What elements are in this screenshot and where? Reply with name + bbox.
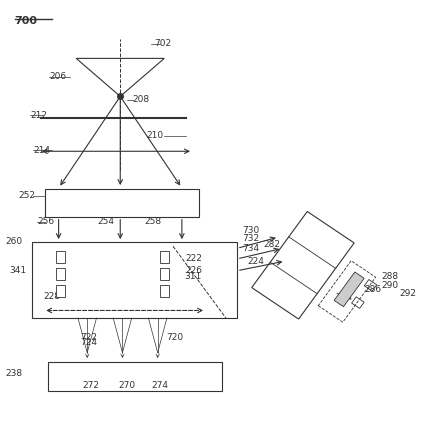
- Text: 226: 226: [186, 266, 202, 275]
- Bar: [47, 362, 222, 391]
- Text: 254: 254: [97, 217, 114, 226]
- Text: 210: 210: [147, 131, 164, 140]
- Text: 722: 722: [80, 332, 97, 342]
- Bar: [46, 189, 199, 217]
- Text: 282: 282: [263, 240, 280, 249]
- Text: 730: 730: [243, 226, 260, 235]
- Text: 206: 206: [49, 72, 66, 81]
- Text: 311: 311: [184, 272, 201, 281]
- Bar: [160, 285, 169, 297]
- Text: 208: 208: [132, 95, 150, 104]
- Text: 228: 228: [43, 292, 60, 300]
- Text: 734: 734: [243, 244, 260, 253]
- Text: 702: 702: [155, 39, 172, 48]
- Text: 724: 724: [80, 338, 97, 347]
- Bar: [32, 242, 237, 318]
- Text: 256: 256: [38, 217, 54, 226]
- Bar: [160, 251, 169, 263]
- Text: 732: 732: [243, 234, 260, 243]
- Text: 274: 274: [151, 381, 168, 390]
- Text: 720: 720: [167, 332, 183, 342]
- Text: 290: 290: [381, 280, 398, 289]
- Text: 238: 238: [6, 369, 23, 378]
- Text: 272: 272: [83, 381, 100, 390]
- Text: 288: 288: [381, 272, 398, 281]
- Bar: [56, 251, 65, 263]
- Text: 292: 292: [400, 289, 417, 298]
- Text: 258: 258: [144, 217, 162, 226]
- Bar: [56, 268, 65, 280]
- Text: 270: 270: [118, 381, 135, 390]
- Text: 260: 260: [6, 237, 23, 246]
- Text: 214: 214: [33, 145, 50, 155]
- Polygon shape: [334, 272, 364, 307]
- Text: 212: 212: [30, 111, 47, 120]
- Text: 341: 341: [9, 266, 27, 275]
- Text: 286: 286: [365, 285, 382, 294]
- Polygon shape: [252, 212, 354, 319]
- Bar: [160, 268, 169, 280]
- Bar: [56, 285, 65, 297]
- Text: 222: 222: [186, 255, 202, 264]
- Text: 224: 224: [247, 257, 264, 266]
- Text: 700: 700: [15, 16, 38, 26]
- Text: 252: 252: [18, 191, 35, 200]
- Text: 284: 284: [335, 293, 352, 302]
